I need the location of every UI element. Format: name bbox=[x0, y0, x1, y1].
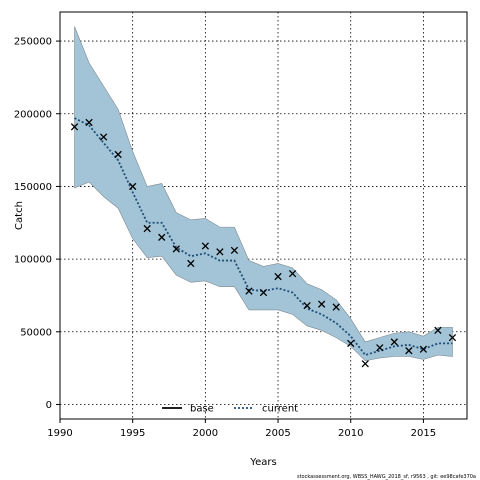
observation-marker bbox=[201, 242, 210, 250]
legend-label-current: current bbox=[262, 404, 298, 415]
observation-marker bbox=[347, 339, 355, 348]
observation-marker bbox=[259, 288, 268, 297]
observation-marker bbox=[129, 182, 137, 191]
observation-marker bbox=[143, 224, 151, 233]
observation-marker bbox=[419, 345, 428, 353]
series-line-current bbox=[74, 117, 453, 357]
axis-ticks: 1990 1995 2000 2005 2010 2015 0 50000 100000 1500… bbox=[14, 37, 436, 439]
y-axis-title: Catch bbox=[14, 201, 25, 230]
y-tick-label: 0 bbox=[46, 400, 52, 411]
observation-marker bbox=[303, 301, 311, 310]
confidence-band bbox=[74, 26, 453, 362]
observation-marker bbox=[216, 248, 224, 256]
observation-marker bbox=[390, 338, 398, 346]
x-axis-title: Years bbox=[249, 457, 276, 468]
y-tick-label: 150000 bbox=[14, 182, 52, 193]
y-tick-label: 200000 bbox=[14, 109, 52, 120]
observation-marker bbox=[288, 269, 297, 278]
observation-marker bbox=[361, 360, 369, 368]
x-tick-label: 2005 bbox=[265, 428, 290, 439]
observation-marker bbox=[172, 245, 180, 253]
observation-marker bbox=[376, 344, 384, 352]
legend-label-base: base bbox=[190, 404, 214, 415]
x-tick-label: 2015 bbox=[411, 428, 436, 439]
observation-marker bbox=[332, 303, 340, 311]
x-tick-label: 2010 bbox=[338, 428, 363, 439]
observation-marker bbox=[317, 300, 326, 308]
observation-marker bbox=[434, 326, 442, 334]
observation-marker bbox=[405, 347, 413, 355]
y-tick-label: 100000 bbox=[14, 255, 52, 266]
observation-marker bbox=[187, 259, 195, 268]
plot-frame bbox=[59, 11, 468, 420]
observation-marker bbox=[85, 118, 93, 127]
observation-marker bbox=[99, 133, 108, 141]
x-tick-label: 2000 bbox=[193, 428, 218, 439]
confidence-band-area bbox=[74, 26, 453, 362]
observation-marker bbox=[230, 246, 239, 255]
y-tick-label: 250000 bbox=[14, 37, 52, 48]
observation-marker bbox=[158, 233, 166, 241]
observation-marker bbox=[114, 150, 122, 159]
observation-marker bbox=[245, 287, 253, 295]
x-tick-label: 1995 bbox=[120, 428, 145, 439]
x-tick-label: 1990 bbox=[47, 428, 72, 439]
legend: base current bbox=[162, 404, 298, 415]
observation-marker bbox=[70, 123, 79, 131]
series-lines bbox=[74, 117, 453, 357]
observation-marker bbox=[448, 333, 457, 342]
y-tick-label: 50000 bbox=[20, 327, 52, 338]
caption: stockassessment.org, WBSS_HAWG_2018_sf, … bbox=[297, 474, 476, 480]
observation-markers bbox=[70, 118, 457, 368]
observation-marker bbox=[274, 272, 282, 281]
